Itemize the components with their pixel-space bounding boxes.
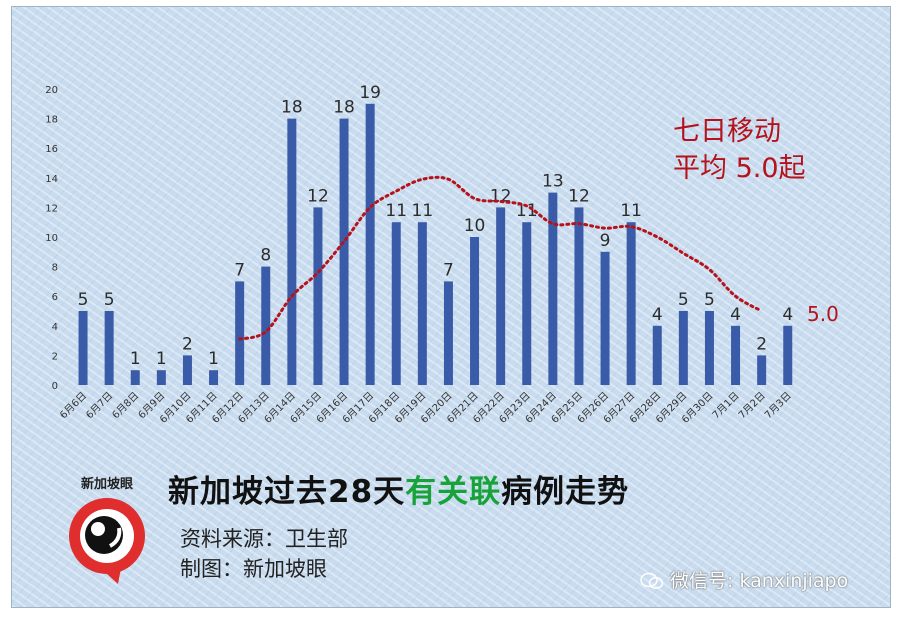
data-label: 13 bbox=[542, 172, 564, 192]
data-label: 11 bbox=[385, 201, 407, 221]
bar bbox=[339, 118, 349, 385]
bar bbox=[574, 207, 584, 385]
x-tick-label: 7月1日 bbox=[710, 390, 742, 422]
annotation-line1: 七日移动 bbox=[673, 116, 781, 147]
data-label: 4 bbox=[652, 305, 663, 325]
data-label: 7 bbox=[443, 260, 454, 280]
bar bbox=[678, 311, 688, 385]
bar bbox=[417, 222, 427, 385]
logo-text: 新加坡眼 bbox=[81, 476, 134, 492]
title-part1: 新加坡过去28天 bbox=[168, 474, 406, 510]
bar bbox=[209, 370, 219, 385]
x-tick-label: 7月2日 bbox=[736, 390, 768, 422]
data-label: 1 bbox=[130, 349, 141, 369]
data-label: 1 bbox=[208, 349, 219, 369]
y-tick-label: 2 bbox=[52, 351, 58, 362]
bar bbox=[130, 370, 140, 385]
bar bbox=[104, 311, 114, 385]
bar bbox=[731, 325, 741, 385]
x-tick-label: 6月8日 bbox=[110, 390, 142, 422]
bar bbox=[757, 355, 767, 385]
y-tick-label: 6 bbox=[52, 292, 58, 303]
bar bbox=[182, 355, 192, 385]
data-label: 2 bbox=[756, 334, 767, 354]
data-label: 5 bbox=[704, 290, 715, 310]
data-label: 12 bbox=[307, 186, 329, 206]
y-tick-label: 4 bbox=[52, 322, 58, 333]
y-tick-label: 16 bbox=[45, 144, 58, 155]
bar bbox=[365, 103, 375, 386]
maker-line: 制图：新加坡眼 bbox=[180, 557, 327, 581]
annotation-line2: 平均 5.0起 bbox=[673, 153, 806, 184]
data-label: 7 bbox=[234, 260, 245, 280]
y-tick-label: 20 bbox=[45, 85, 58, 96]
data-label: 8 bbox=[260, 246, 271, 266]
watermark-text: 微信号: kanxinjiapo bbox=[670, 570, 849, 592]
bar bbox=[78, 311, 88, 385]
data-label: 10 bbox=[464, 216, 486, 236]
data-label: 1 bbox=[156, 349, 167, 369]
bar bbox=[313, 207, 323, 385]
data-label: 5 bbox=[104, 290, 115, 310]
moving-average-line bbox=[238, 175, 764, 341]
y-tick-label: 14 bbox=[45, 174, 58, 185]
data-label: 5 bbox=[678, 290, 689, 310]
bar bbox=[704, 311, 714, 385]
moving-average-annotation: 七日移动 平均 5.0起 bbox=[673, 113, 806, 187]
y-tick-label: 8 bbox=[52, 263, 58, 274]
bar bbox=[156, 370, 166, 385]
title-highlight: 有关联 bbox=[405, 474, 502, 510]
data-label: 5 bbox=[78, 290, 89, 310]
bar bbox=[652, 325, 662, 385]
bar bbox=[522, 222, 532, 385]
y-tick-label: 12 bbox=[45, 203, 58, 214]
bar bbox=[287, 118, 297, 385]
bar bbox=[261, 266, 271, 385]
data-label: 19 bbox=[359, 83, 381, 103]
bar bbox=[470, 237, 480, 385]
bar bbox=[443, 281, 453, 385]
data-label: 18 bbox=[333, 98, 355, 118]
bar bbox=[235, 281, 245, 385]
data-label: 2 bbox=[182, 334, 193, 354]
data-label: 4 bbox=[730, 305, 741, 325]
source-info: 资料来源：卫生部 制图：新加坡眼 bbox=[180, 524, 348, 584]
data-label: 12 bbox=[568, 186, 590, 206]
chart-title: 新加坡过去28天有关联病例走势 bbox=[168, 466, 629, 511]
bar bbox=[600, 251, 610, 385]
source-line: 资料来源：卫生部 bbox=[180, 527, 348, 551]
bar bbox=[783, 325, 793, 385]
x-tick-label: 6月7日 bbox=[84, 390, 116, 422]
data-label: 9 bbox=[600, 231, 611, 251]
y-tick-label: 0 bbox=[52, 381, 58, 392]
data-label: 11 bbox=[516, 201, 538, 221]
x-tick-label: 7月3日 bbox=[762, 390, 794, 422]
x-tick-label: 6月6日 bbox=[58, 390, 90, 422]
title-part2: 病例走势 bbox=[501, 474, 630, 510]
bar bbox=[548, 192, 558, 385]
bar bbox=[626, 222, 636, 385]
y-tick-label: 18 bbox=[45, 115, 58, 126]
wechat-watermark: 微信号: kanxinjiapo bbox=[640, 566, 848, 593]
bar bbox=[496, 207, 506, 385]
data-label: 11 bbox=[620, 201, 642, 221]
bar bbox=[391, 222, 401, 385]
data-label: 18 bbox=[281, 98, 303, 118]
wechat-icon bbox=[640, 572, 664, 589]
y-tick-label: 10 bbox=[45, 233, 58, 244]
data-label: 11 bbox=[412, 201, 434, 221]
data-label: 4 bbox=[782, 305, 793, 325]
logo: 新加坡眼 bbox=[55, 476, 160, 584]
moving-average-end-label: 5.0 bbox=[807, 302, 839, 326]
